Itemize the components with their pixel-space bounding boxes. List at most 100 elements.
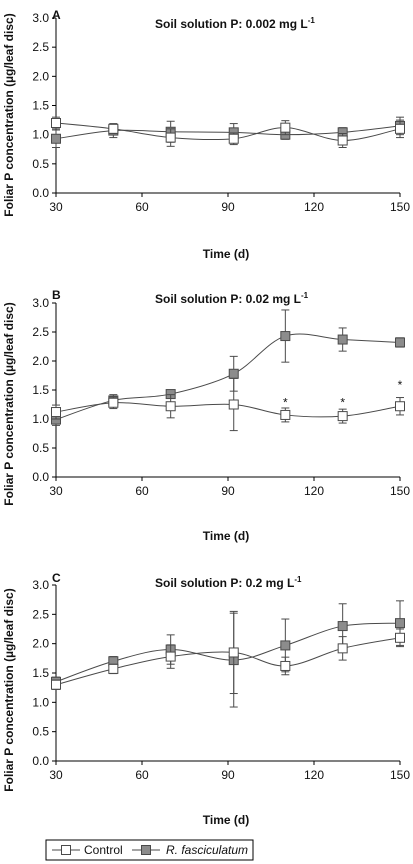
- y-tick-label: 1.0: [32, 412, 49, 426]
- legend-label: R. fasciculatum: [166, 843, 248, 857]
- y-tick-label: 0.0: [32, 186, 49, 200]
- data-point: [51, 407, 61, 418]
- panel-label: B: [52, 288, 61, 302]
- series-line: [55, 402, 401, 418]
- y-axis-label: Foliar P concentration (µg/leaf disc): [2, 588, 16, 791]
- x-tick-label: 120: [304, 484, 324, 498]
- panel-label: C: [52, 571, 61, 585]
- x-tick-label: 30: [49, 200, 63, 214]
- y-tick-label: 0.5: [32, 157, 49, 171]
- data-point: [395, 337, 405, 348]
- data-point: [108, 397, 119, 408]
- y-tick-label: 2.0: [32, 354, 49, 368]
- significance-annotation: *: [398, 378, 403, 392]
- panel-title: Soil solution P: 0.002 mg L-1: [155, 16, 315, 31]
- plot-area: 0.0 0.5 1.0 1.5 2.0 2.5 3.0 30 60 90 120 150 * * *: [32, 296, 410, 498]
- panel-label: A: [52, 8, 61, 22]
- x-tick-label: 150: [390, 768, 410, 782]
- data-point: [395, 618, 405, 629]
- x-axis-label: Time (d): [203, 529, 249, 543]
- y-tick-label: 2.5: [32, 607, 49, 621]
- data-point: [228, 399, 239, 410]
- y-axis-label: Foliar P concentration (µg/leaf disc): [2, 13, 16, 216]
- data-point: [108, 123, 119, 134]
- x-tick-label: 150: [390, 200, 410, 214]
- y-tick-label: 1.0: [32, 128, 49, 142]
- data-point: [280, 640, 291, 651]
- plot-area: 0.0 0.5 1.0 1.5 2.0 2.5 3.0 30 60 90 120 150: [32, 11, 410, 214]
- data-point: [51, 679, 61, 690]
- x-axis-label: Time (d): [203, 247, 249, 261]
- y-tick-label: 1.0: [32, 695, 49, 709]
- series-r-fasciculatum: [51, 116, 405, 148]
- x-tick-label: 120: [304, 200, 324, 214]
- legend-open-square-marker: [61, 845, 71, 855]
- y-tick-label: 1.5: [32, 383, 49, 397]
- x-axis-label: Time (d): [203, 813, 249, 827]
- data-point: [165, 132, 176, 143]
- series-control: [51, 116, 405, 148]
- panel-a: A Soil solution P: 0.002 mg L-1 Foliar P…: [2, 8, 410, 261]
- data-point: [165, 651, 176, 662]
- data-point: [280, 660, 291, 671]
- data-point: [280, 331, 291, 342]
- y-tick-label: 0.5: [32, 441, 49, 455]
- series-line: [55, 637, 401, 686]
- y-tick-label: 3.0: [32, 578, 49, 592]
- y-tick-label: 3.0: [32, 11, 49, 25]
- panel-title: Soil solution P: 0.2 mg L-1: [155, 575, 302, 590]
- series-control: [51, 377, 405, 432]
- legend: Control R. fasciculatum: [45, 839, 254, 861]
- data-point: [280, 122, 291, 133]
- y-tick-label: 1.5: [32, 99, 49, 113]
- y-tick-label: 1.5: [32, 666, 49, 680]
- y-tick-label: 0.5: [32, 725, 49, 739]
- series-line: [55, 333, 401, 421]
- x-tick-label: 90: [221, 768, 235, 782]
- panel-title: Soil solution P: 0.02 mg L-1: [155, 291, 309, 306]
- data-point: [395, 401, 405, 412]
- y-tick-label: 2.5: [32, 40, 49, 54]
- y-tick-label: 2.5: [32, 325, 49, 339]
- y-tick-label: 0.0: [32, 754, 49, 768]
- data-point: [337, 621, 348, 632]
- x-tick-label: 60: [135, 768, 149, 782]
- series-control: [51, 610, 405, 695]
- y-tick-label: 3.0: [32, 296, 49, 310]
- series-r-fasciculatum: [51, 309, 405, 426]
- data-point: [228, 368, 239, 379]
- data-point: [395, 632, 405, 643]
- x-tick-label: 90: [221, 200, 235, 214]
- x-tick-label: 30: [49, 768, 63, 782]
- y-tick-label: 0.0: [32, 470, 49, 484]
- data-point: [165, 401, 176, 412]
- y-tick-label: 2.0: [32, 637, 49, 651]
- x-tick-label: 60: [135, 484, 149, 498]
- legend-label: Control: [84, 843, 123, 857]
- data-point: [228, 133, 239, 144]
- x-tick-label: 120: [304, 768, 324, 782]
- legend-filled-square-marker: [141, 845, 151, 855]
- y-axis-label: Foliar P concentration (µg/leaf disc): [2, 302, 16, 505]
- y-tick-label: 2.0: [32, 69, 49, 83]
- legend-item-r-fasciculatum: R. fasciculatum: [132, 843, 248, 857]
- legend-item-control: Control: [52, 843, 123, 857]
- panel-c: C Soil solution P: 0.2 mg L-1 Foliar P c…: [2, 571, 410, 827]
- series-r-fasciculatum: [51, 600, 405, 708]
- data-point: [395, 123, 405, 134]
- x-tick-label: 60: [135, 200, 149, 214]
- x-tick-label: 90: [221, 484, 235, 498]
- x-tick-label: 30: [49, 484, 63, 498]
- data-point: [228, 647, 239, 658]
- panel-b: B Soil solution P: 0.02 mg L-1 Foliar P …: [2, 288, 410, 543]
- data-point: [337, 135, 348, 146]
- significance-annotation: *: [340, 395, 345, 409]
- data-point: [337, 334, 348, 345]
- data-point: [337, 643, 348, 654]
- data-point: [51, 118, 61, 128]
- plot-area: 0.0 0.5 1.0 1.5 2.0 2.5 3.0 30 60 90 120 150: [32, 578, 410, 782]
- data-point: [108, 663, 119, 674]
- x-tick-label: 150: [390, 484, 410, 498]
- data-point: [337, 411, 348, 422]
